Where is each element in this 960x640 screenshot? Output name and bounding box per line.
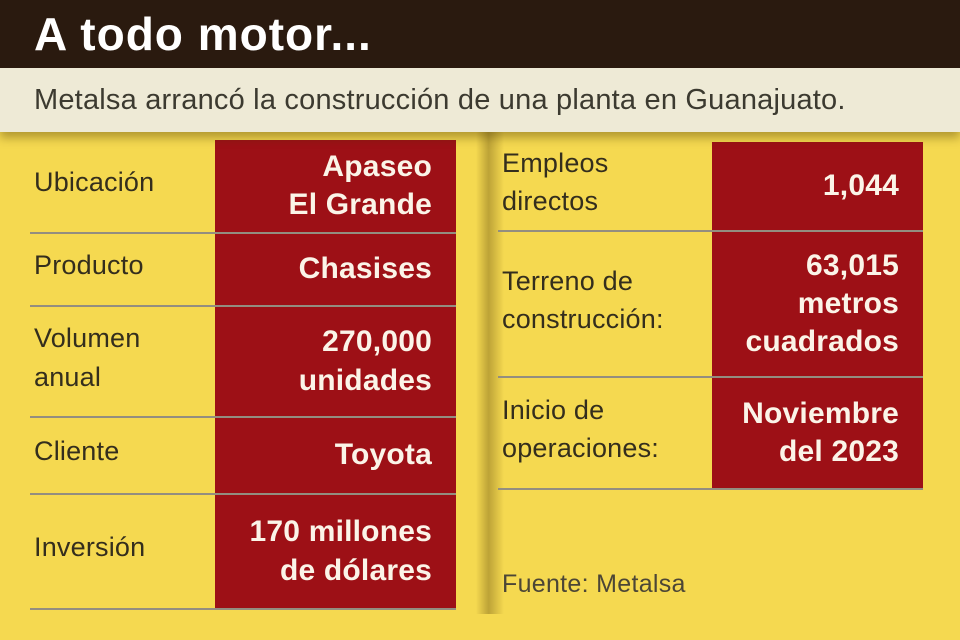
- row-volumen-anual: Volumen anual 270,000 unidades: [30, 307, 456, 418]
- row-inversion: Inversión 170 millones de dólares: [30, 495, 456, 610]
- row-empleos-directos: Empleos directos 1,044: [498, 142, 923, 232]
- row-ubicacion-label: Ubicación: [34, 166, 155, 197]
- row-empleos-directos-value: 1,044: [712, 142, 923, 230]
- row-empleos-directos-label: Empleos directos: [502, 147, 609, 216]
- row-cliente-label: Cliente: [34, 436, 120, 467]
- row-inversion-value: 170 millones de dólares: [215, 495, 456, 608]
- row-inicio-operaciones-label: Inicio de operaciones:: [502, 394, 660, 463]
- source-credit: Fuente: Metalsa: [502, 570, 686, 598]
- row-inicio-operaciones-value: Noviembre del 2023: [712, 378, 923, 488]
- row-terreno-construccion-value: 63,015 metros cuadrados: [712, 232, 923, 376]
- subtitle-bar: Metalsa arrancó la construcción de una p…: [0, 68, 960, 132]
- subtitle-text: Metalsa arrancó la construcción de una p…: [34, 83, 846, 116]
- row-inversion-label: Inversión: [34, 532, 146, 563]
- row-cliente-value: Toyota: [215, 418, 456, 493]
- row-producto: Producto Chasises: [30, 234, 456, 307]
- row-terreno-construccion-label: Terreno de construcción:: [502, 265, 664, 334]
- row-inicio-operaciones: Inicio de operaciones: Noviembre del 202…: [498, 378, 923, 490]
- row-volumen-anual-value: 270,000 unidades: [215, 307, 456, 416]
- row-ubicacion-value: Apaseo El Grande: [215, 140, 456, 232]
- content-area: Ubicación Apaseo El Grande Producto Chas…: [0, 132, 960, 640]
- row-cliente: Cliente Toyota: [30, 418, 456, 495]
- right-table: Empleos directos 1,044 Terreno de constr…: [498, 142, 923, 490]
- left-table: Ubicación Apaseo El Grande Producto Chas…: [30, 140, 456, 610]
- row-terreno-construccion: Terreno de construcción: 63,015 metros c…: [498, 232, 923, 378]
- header-bar: A todo motor...: [0, 0, 960, 68]
- row-volumen-anual-label: Volumen anual: [34, 323, 141, 392]
- row-producto-value: Chasises: [215, 234, 456, 305]
- row-ubicacion: Ubicación Apaseo El Grande: [30, 140, 456, 234]
- row-producto-label: Producto: [34, 250, 144, 281]
- page-title: A todo motor...: [34, 8, 372, 60]
